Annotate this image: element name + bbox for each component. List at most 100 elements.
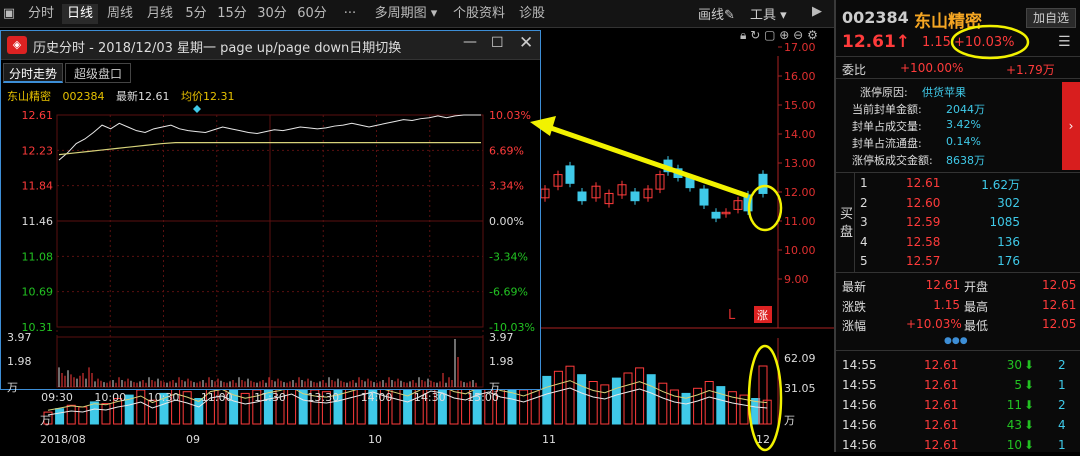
settings-icon[interactable]: ⚙ <box>807 28 818 42</box>
pct-axis-label: 3.34% <box>489 180 524 193</box>
volume-bar <box>588 381 598 425</box>
date-tick-label: 10 <box>368 433 382 446</box>
price-tick-label: 13.00 <box>784 157 816 170</box>
price-axis-label: 10.31 <box>22 321 54 334</box>
volume-bar <box>623 372 633 425</box>
volume-bar <box>519 389 529 425</box>
copy-icon[interactable]: ▢ <box>764 28 776 42</box>
divider <box>836 56 1080 57</box>
minimize-icon[interactable]: — <box>463 34 477 50</box>
tab-diagnose[interactable]: 诊股 <box>518 6 545 21</box>
price-tick-label: 12.00 <box>784 186 816 199</box>
vol-tick-label: 万 <box>784 414 795 427</box>
quote-label: 涨幅 <box>842 319 867 333</box>
stat-value: 8638万 <box>946 154 985 167</box>
expand-right-icon[interactable]: › <box>1062 82 1080 170</box>
bid-level: 5 <box>860 254 868 268</box>
tab-monthly[interactable]: 月线 <box>146 6 173 21</box>
top-toolbar: ▣ 分时 日线 周线 月线 5分 15分 30分 60分 ··· 多周期图 ▾ … <box>0 0 834 28</box>
tick-volume: 10 <box>1006 438 1022 452</box>
volume-bar <box>553 370 563 425</box>
volume-bar <box>403 389 413 425</box>
volume-bar <box>693 387 703 425</box>
tab-5min[interactable]: 5分 <box>185 6 207 21</box>
tick-time: 14:56 <box>842 438 877 452</box>
menu-list-icon[interactable]: ☰ <box>1058 34 1071 50</box>
zoom-out-icon[interactable]: ⊖ <box>793 28 804 42</box>
tab-multi-period[interactable]: 多周期图 ▾ <box>374 6 438 21</box>
tick-count: 2 <box>1058 358 1066 372</box>
tab-more[interactable]: ··· <box>343 6 357 21</box>
stock-code: 002384 <box>842 8 909 27</box>
quote-label: 最高 <box>964 299 989 314</box>
bid-label: 买盘 <box>840 207 854 240</box>
tab-stock-info[interactable]: 个股资料 <box>452 6 505 21</box>
down-arrow-icon: ⬇ <box>1024 398 1035 412</box>
stat-value: 0.14% <box>946 135 981 148</box>
quote-value: 12.61 <box>925 278 960 292</box>
tab-intraday[interactable]: 分时 <box>27 6 54 21</box>
quote-label: 开盘 <box>964 280 989 294</box>
tab-intraday-trend[interactable]: 分时走势 <box>3 63 63 83</box>
date-tick-label: 11 <box>542 433 556 446</box>
candle-body <box>743 194 753 212</box>
candle-body <box>630 191 640 202</box>
maximize-icon[interactable]: ☐ <box>491 35 504 51</box>
add-watchlist-button[interactable]: 加自选 <box>1026 8 1076 28</box>
expand-panel-icon[interactable]: ▶ <box>812 4 822 19</box>
volume-bar <box>611 377 621 425</box>
volume-bar <box>704 381 714 425</box>
history-window-title: 历史分时 - 2018/12/03 星期一 page up/page down日… <box>33 41 402 56</box>
pct-axis-label: 10.03% <box>489 109 531 122</box>
bid-level: 3 <box>860 215 868 229</box>
tab-super-orderbook[interactable]: 超级盘口 <box>65 63 131 83</box>
price-axis-label: 11.84 <box>22 180 54 193</box>
price-line <box>58 114 481 161</box>
time-axis-label: 14:30 <box>414 391 446 403</box>
draw-line-button[interactable]: 画线✎ <box>698 8 735 23</box>
bid-level: 2 <box>860 195 868 210</box>
volume-bar <box>681 392 691 425</box>
bid-volume: 302 <box>997 195 1020 210</box>
divider <box>836 172 1080 173</box>
vol-pane-border <box>56 336 484 388</box>
tab-daily[interactable]: 日线 <box>62 4 98 24</box>
volume-bar <box>89 401 99 425</box>
lock-icon[interactable]: 🔒︎ <box>740 28 747 42</box>
volume-bar <box>600 384 610 425</box>
bid-volume: 176 <box>997 254 1020 268</box>
tab-weekly[interactable]: 周线 <box>106 6 133 21</box>
bid-level: 1 <box>860 176 868 190</box>
weibi-label: 委比 <box>842 63 867 77</box>
more-dots-button[interactable]: ●●● <box>944 336 968 346</box>
stat-label: 当前封单金额: <box>852 103 922 116</box>
bid-price: 12.61 <box>906 176 941 190</box>
collapse-icon[interactable]: ▣ <box>2 6 16 21</box>
vol-tick-label: 62.09 <box>784 352 816 365</box>
left-vol-unit: 万 <box>40 414 51 427</box>
stat-value: 3.42% <box>946 118 981 131</box>
tools-menu[interactable]: 工具 ▾ <box>750 8 787 23</box>
close-icon[interactable]: ✕ <box>519 33 534 53</box>
zoom-in-icon[interactable]: ⊕ <box>779 28 790 42</box>
tab-30min[interactable]: 30分 <box>257 6 287 21</box>
price-tick-label: 17.00 <box>784 41 816 54</box>
stat-label: 封单占成交量: <box>852 120 922 133</box>
time-axis-label: 10:00 <box>94 391 126 403</box>
volume-bar <box>147 399 157 425</box>
tab-15min[interactable]: 15分 <box>217 6 247 21</box>
bid-price: 12.57 <box>906 254 941 268</box>
bid-price: 12.58 <box>906 234 941 249</box>
volume-bar <box>310 389 320 425</box>
quote-value: 1.15 <box>933 297 960 312</box>
history-window-titlebar[interactable]: ◈ 历史分时 - 2018/12/03 星期一 page up/page dow… <box>1 31 540 60</box>
pct-axis-label: -3.34% <box>489 250 528 263</box>
volume-bar <box>55 408 65 425</box>
tab-60min[interactable]: 60分 <box>297 6 327 21</box>
volume-bar <box>182 391 192 425</box>
quote-label: 涨跌 <box>842 299 867 314</box>
quote-label: 最低 <box>964 319 989 333</box>
refresh-icon[interactable]: ↻ <box>750 28 761 42</box>
volume-bar <box>646 374 656 425</box>
volume-bar <box>658 382 668 425</box>
